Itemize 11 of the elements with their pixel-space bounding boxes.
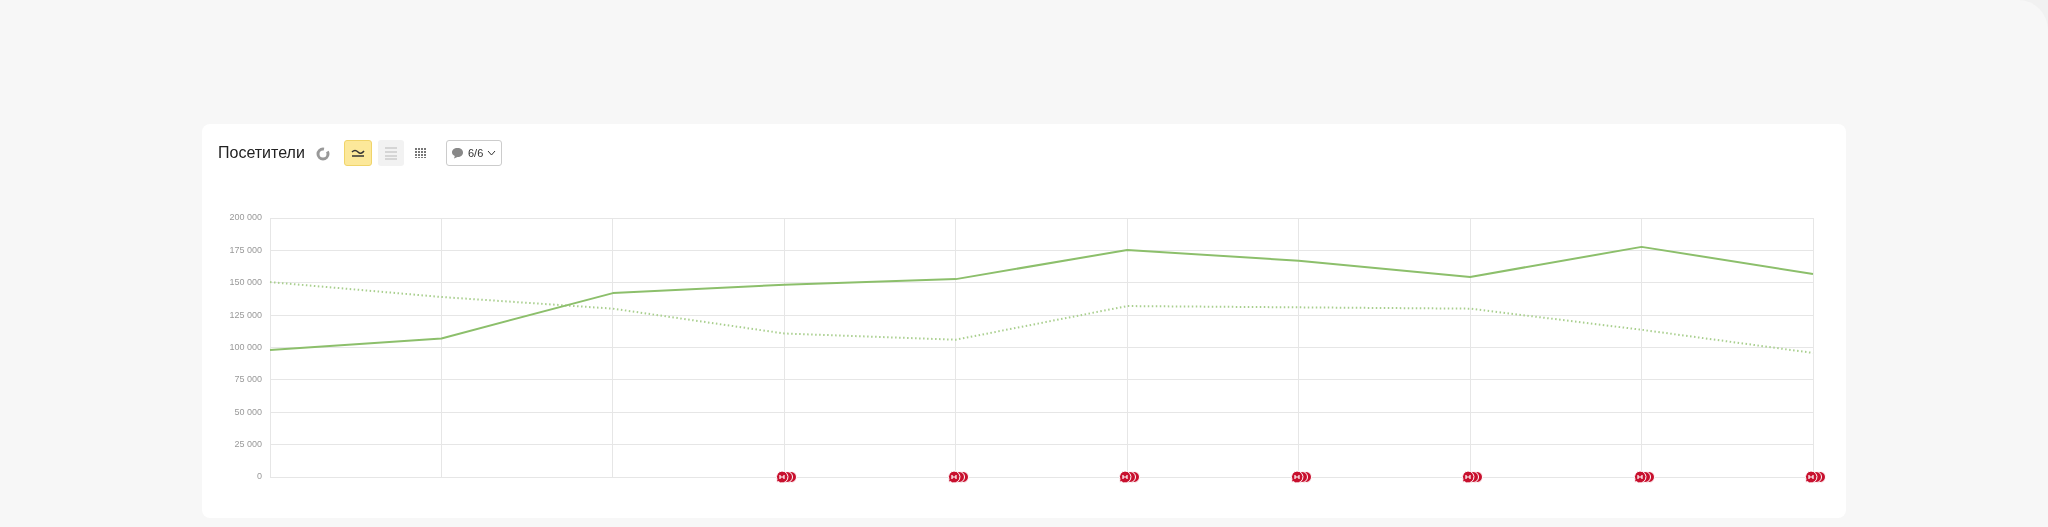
y-tick-label: 75 000 bbox=[234, 374, 262, 385]
y-tick-label: 25 000 bbox=[234, 439, 262, 450]
chart-title: Посетители bbox=[218, 144, 305, 162]
y-tick-label: 200 000 bbox=[229, 212, 262, 223]
y-tick-label: 125 000 bbox=[229, 309, 262, 320]
y-tick-label: 100 000 bbox=[229, 341, 262, 352]
comments-dropdown: 6/6 bbox=[446, 140, 502, 166]
y-tick-label: 175 000 bbox=[229, 244, 262, 255]
y-tick-label: 50 000 bbox=[234, 406, 262, 417]
y-tick-label: 150 000 bbox=[229, 277, 262, 288]
y-tick-label: 0 bbox=[256, 471, 262, 482]
